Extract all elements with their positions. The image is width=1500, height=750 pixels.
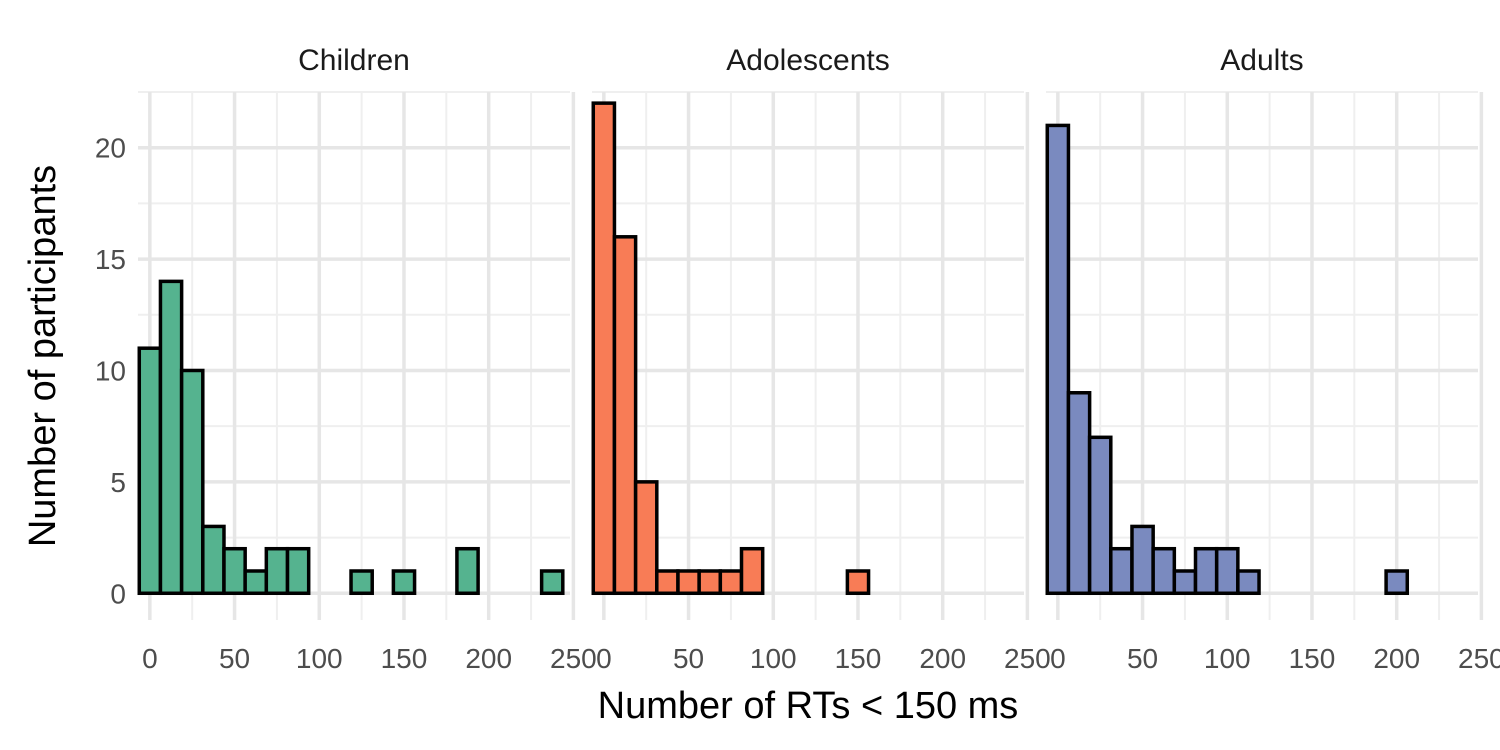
x-tick-label: 250 <box>1004 643 1051 674</box>
histogram-bar <box>222 546 247 596</box>
x-tick-label: 0 <box>1050 643 1066 674</box>
x-tick-label: 250 <box>550 643 597 674</box>
panel-title: Children <box>298 44 410 77</box>
histogram-bar <box>201 524 226 596</box>
y-tick-label: 15 <box>95 244 126 275</box>
histogram-bar <box>1214 546 1240 596</box>
panel-title: Adults <box>1220 44 1303 77</box>
histogram-bar <box>539 569 565 596</box>
panel-title: Adolescents <box>726 44 889 77</box>
histogram-bar <box>1130 524 1155 596</box>
histogram-bar <box>1151 546 1177 596</box>
x-tick-label: 150 <box>381 643 428 674</box>
x-tick-label: 150 <box>835 643 882 674</box>
x-tick-label: 0 <box>596 643 612 674</box>
x-tick-label: 100 <box>750 643 797 674</box>
histogram-bar <box>1384 569 1410 596</box>
histogram-bar <box>1087 435 1113 596</box>
histogram-bar <box>1045 123 1071 596</box>
histogram-bar <box>612 235 638 596</box>
panel-children: Children 0 50 100 150 200 250 <box>137 44 597 674</box>
x-tick-label: 100 <box>1204 643 1251 674</box>
x-tick-label: 50 <box>1127 643 1158 674</box>
histogram-bar <box>1066 391 1092 596</box>
histogram-bar <box>349 569 374 596</box>
panels: Children 0 50 100 150 200 250 Adolescents 0 50 100… <box>137 44 1500 674</box>
y-tick-label: 0 <box>110 578 126 609</box>
y-tick-label: 5 <box>110 467 126 498</box>
x-tick-label: 50 <box>219 643 250 674</box>
histogram-bar <box>1193 546 1219 596</box>
histogram-bar <box>739 546 765 596</box>
histogram-bar <box>179 368 205 596</box>
panel-adults: Adults 0 50 100 150 200 250 <box>1045 44 1500 674</box>
histogram-bar <box>845 569 871 596</box>
histogram-bar <box>137 346 163 596</box>
histogram-bar <box>1236 569 1261 596</box>
y-axis: 0 5 10 15 20 <box>95 133 126 610</box>
x-tick-label: 0 <box>142 643 158 674</box>
histogram-bar <box>243 569 269 596</box>
y-tick-label: 10 <box>95 355 126 386</box>
y-axis-title: Number of participants <box>22 165 64 547</box>
histogram-bar <box>264 546 290 596</box>
y-tick-label: 20 <box>95 133 126 164</box>
histogram-bar <box>697 569 723 596</box>
x-tick-label: 150 <box>1289 643 1336 674</box>
panel-adolescents: Adolescents 0 50 100 150 200 250 <box>591 44 1051 674</box>
histogram-bar <box>655 569 680 596</box>
histogram-bar <box>718 569 744 596</box>
histogram-bar <box>158 279 184 596</box>
histogram-bar <box>676 569 701 596</box>
histogram-bar <box>285 546 311 596</box>
histogram-bar <box>1109 546 1134 596</box>
x-tick-label: 250 <box>1458 643 1500 674</box>
x-tick-label: 200 <box>919 643 966 674</box>
histogram-bar <box>455 546 480 596</box>
x-tick-label: 50 <box>673 643 704 674</box>
histogram-bar <box>591 101 617 596</box>
histogram-bar <box>633 480 659 596</box>
histogram-bar <box>1172 569 1198 596</box>
x-axis-title: Number of RTs < 150 ms <box>598 685 1019 727</box>
x-tick-label: 200 <box>465 643 512 674</box>
x-tick-label: 200 <box>1373 643 1420 674</box>
histogram-bar <box>391 569 417 596</box>
x-tick-label: 100 <box>296 643 343 674</box>
